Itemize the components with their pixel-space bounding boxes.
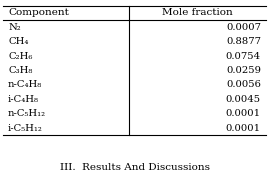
Text: n-C₄H₈: n-C₄H₈ — [8, 80, 42, 89]
Text: CH₄: CH₄ — [8, 37, 29, 46]
Text: 0.0007: 0.0007 — [226, 23, 261, 32]
Text: C₂H₆: C₂H₆ — [8, 52, 33, 61]
Text: 0.0001: 0.0001 — [226, 109, 261, 118]
Text: N₂: N₂ — [8, 23, 21, 32]
Text: 0.0754: 0.0754 — [226, 52, 261, 61]
Text: C₃H₈: C₃H₈ — [8, 66, 33, 75]
Text: Component: Component — [8, 8, 69, 17]
Text: III.  Results And Discussions: III. Results And Discussions — [59, 163, 210, 172]
Text: 0.0056: 0.0056 — [226, 80, 261, 89]
Text: 0.8877: 0.8877 — [226, 37, 261, 46]
Text: 0.0001: 0.0001 — [226, 124, 261, 133]
Text: n-C₅H₁₂: n-C₅H₁₂ — [8, 109, 46, 118]
Text: Mole fraction: Mole fraction — [162, 8, 233, 17]
Text: 0.0259: 0.0259 — [226, 66, 261, 75]
Text: 0.0045: 0.0045 — [226, 95, 261, 104]
Text: i-C₄H₈: i-C₄H₈ — [8, 95, 39, 104]
Text: i-C₅H₁₂: i-C₅H₁₂ — [8, 124, 43, 133]
